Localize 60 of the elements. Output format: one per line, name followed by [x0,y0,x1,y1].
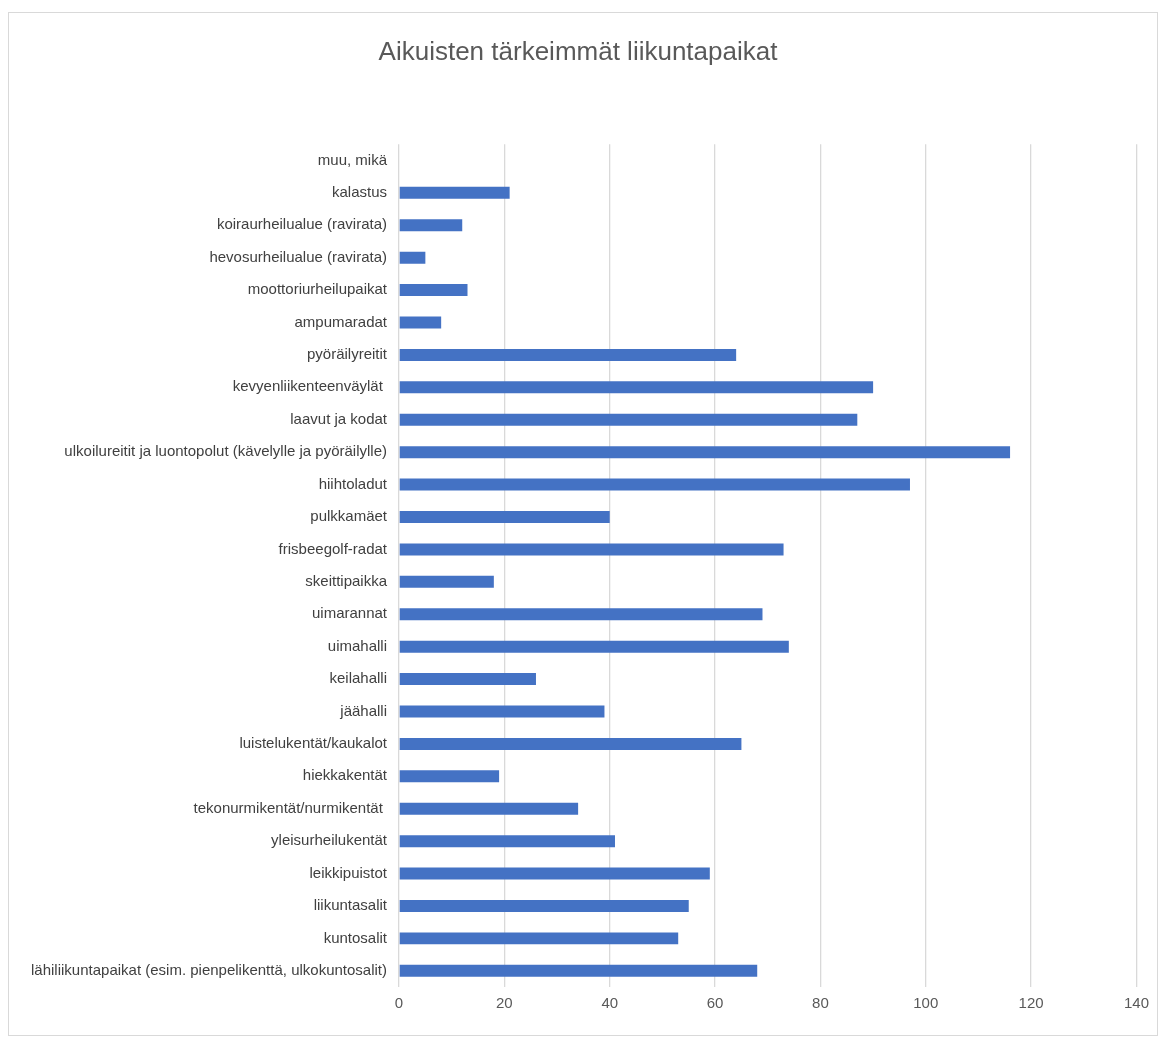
bar [399,932,679,945]
bar [399,348,737,361]
y-tick-label: pulkkamäet [310,507,388,525]
y-tick-label: kuntosalit [323,928,388,946]
bar [399,673,536,686]
bar [399,705,605,718]
bar [399,316,442,329]
bar [399,510,610,523]
y-tick-label: keilahalli [329,669,388,687]
x-tick-label: 80 [812,994,829,1012]
y-tick-label: jäähalli [339,701,388,719]
y-tick-label: pyöräilyreitit [306,345,388,363]
y-tick-label: koiraurheilualue (ravirata) [216,215,388,233]
bar [399,446,1011,459]
bar [399,251,426,264]
y-tick-label: laavut ja kodat [290,409,388,427]
y-tick-label: uimahalli [327,636,388,654]
x-tick-label: 120 [1018,994,1044,1012]
x-tick-label: 100 [913,994,939,1012]
bar [399,964,758,977]
bar [399,899,689,912]
x-tick-label: 40 [601,994,619,1012]
bar [399,284,468,297]
x-tick-label: 20 [496,994,513,1012]
y-tick-label: hiekkakentät [302,766,388,784]
x-tick-label: 0 [394,994,404,1012]
bar [399,575,494,588]
y-tick-label: tekonurmikentät/nurmikentät [193,798,388,816]
x-tick-label: 140 [1123,994,1149,1012]
bar [399,835,615,848]
bar [399,413,858,426]
y-tick-label: yleisurheilukentät [271,831,388,849]
y-tick-label: leikkipuistot [309,863,388,881]
y-tick-label: ulkoilureitit ja luontopolut (kävelylle ja pyöräilylle) [64,442,388,460]
y-tick-label: frisbeegolf-radat [278,539,388,557]
bar [399,219,463,232]
y-tick-label: lähiliikuntapaikat (esim. pienpelikenttä, ulkokuntosalit) [30,960,388,978]
bar [399,640,789,653]
y-tick-label: muu, mikä [317,150,388,168]
bar [399,802,579,815]
y-tick-label: kalastus [331,182,388,200]
bar [399,608,763,621]
y-tick-label: liikuntasalit [313,896,388,914]
x-tick-label: 60 [706,994,724,1012]
y-tick-label: hevosurheilualue (ravirata) [209,247,388,265]
chart-title: Aikuisten tärkeimmät liikuntapaikat [378,35,779,66]
bar [399,381,874,394]
y-tick-label: hiihtoladut [318,474,388,492]
bar [399,770,500,783]
y-tick-label: kevyenliikenteenväylät [232,377,388,395]
y-tick-label: moottoriurheilupaikat [247,280,388,298]
y-tick-label: luistelukentät/kaukalot [239,734,388,752]
bar [399,186,510,199]
y-tick-label: ampumaradat [294,312,388,330]
y-tick-label: skeittipaikka [305,571,388,589]
bar [399,543,784,556]
bar [399,737,742,750]
bar [399,867,710,880]
y-tick-label: uimarannat [311,604,388,622]
bar [399,478,910,491]
